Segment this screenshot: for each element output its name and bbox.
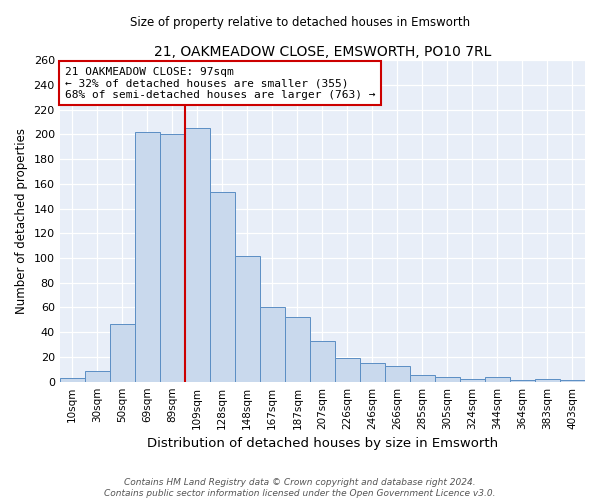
Bar: [310, 341, 335, 382]
Bar: [85, 370, 110, 382]
Bar: [235, 256, 260, 382]
Bar: [560, 380, 585, 382]
Bar: [110, 324, 135, 382]
Text: Contains HM Land Registry data © Crown copyright and database right 2024.
Contai: Contains HM Land Registry data © Crown c…: [104, 478, 496, 498]
Bar: [535, 379, 560, 382]
Bar: [385, 366, 410, 382]
Y-axis label: Number of detached properties: Number of detached properties: [15, 128, 28, 314]
Title: 21, OAKMEADOW CLOSE, EMSWORTH, PO10 7RL: 21, OAKMEADOW CLOSE, EMSWORTH, PO10 7RL: [154, 45, 491, 59]
Bar: [360, 363, 385, 382]
Bar: [285, 318, 310, 382]
Bar: [485, 376, 510, 382]
Bar: [135, 132, 160, 382]
Text: 21 OAKMEADOW CLOSE: 97sqm
← 32% of detached houses are smaller (355)
68% of semi: 21 OAKMEADOW CLOSE: 97sqm ← 32% of detac…: [65, 66, 376, 100]
Text: Size of property relative to detached houses in Emsworth: Size of property relative to detached ho…: [130, 16, 470, 29]
Bar: [260, 308, 285, 382]
Bar: [59, 378, 85, 382]
Bar: [210, 192, 235, 382]
Bar: [460, 379, 485, 382]
Bar: [435, 376, 460, 382]
Bar: [160, 134, 185, 382]
Bar: [510, 380, 535, 382]
Bar: [185, 128, 210, 382]
Bar: [335, 358, 360, 382]
Bar: [410, 376, 435, 382]
X-axis label: Distribution of detached houses by size in Emsworth: Distribution of detached houses by size …: [147, 437, 498, 450]
